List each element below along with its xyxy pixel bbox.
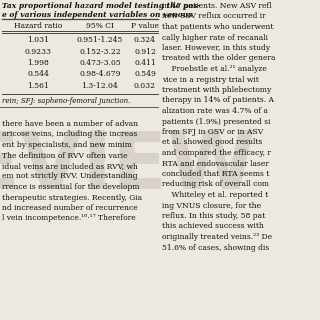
Text: therapy in 14% of patients. A: therapy in 14% of patients. A [162,97,274,105]
Text: new SSV reflux occurred ir: new SSV reflux occurred ir [162,12,266,20]
Text: treatment with phlebectomy: treatment with phlebectomy [162,86,271,94]
Text: e of various independent variables on venous: e of various independent variables on ve… [2,11,193,19]
Text: 0.9233: 0.9233 [25,47,52,55]
Text: alization rate was 4.7% of a: alization rate was 4.7% of a [162,107,268,115]
Text: ent by specialists, and new minim: ent by specialists, and new minim [2,141,132,149]
Text: and compared the efficacy, r: and compared the efficacy, r [162,149,271,157]
Text: RTA and endovascular laser: RTA and endovascular laser [162,159,269,167]
Text: reducing risk of overall com: reducing risk of overall com [162,180,269,188]
Text: 51.6% of cases, showing dis: 51.6% of cases, showing dis [162,244,269,252]
Text: 0.324: 0.324 [134,36,156,44]
Text: nd increased number of recurrence: nd increased number of recurrence [2,204,138,212]
Text: therapeutic strategies. Recently, Gia: therapeutic strategies. Recently, Gia [2,194,142,202]
Text: patients (1.9%) presented si: patients (1.9%) presented si [162,117,270,125]
Text: aricose veins, including the increas: aricose veins, including the increas [2,131,137,139]
Text: rrence is essential for the developm: rrence is essential for the developm [2,183,140,191]
Text: 0.411: 0.411 [134,59,156,67]
Text: 0.98-4.679: 0.98-4.679 [79,70,121,78]
Text: treated with the older genera: treated with the older genera [162,54,276,62]
Text: 1.998: 1.998 [27,59,49,67]
Text: em not strictly RVV. Understanding: em not strictly RVV. Understanding [2,172,138,180]
Text: 95% CI: 95% CI [86,22,114,30]
Text: from SFJ in GSV or in ASV: from SFJ in GSV or in ASV [162,128,263,136]
Text: this achieved success with: this achieved success with [162,222,264,230]
Text: reflux. In this study, 58 pat: reflux. In this study, 58 pat [162,212,265,220]
Text: 0.032: 0.032 [134,82,156,90]
Text: that patients who underwent: that patients who underwent [162,23,274,31]
Text: concluded that RTA seems t: concluded that RTA seems t [162,170,269,178]
Text: et al. showed good results: et al. showed good results [162,139,262,147]
Text: l vein incompetence.¹⁶·¹⁷ Therefore: l vein incompetence.¹⁶·¹⁷ Therefore [2,214,136,222]
Text: Tax proportional hazard model testing the pos-: Tax proportional hazard model testing th… [2,2,201,10]
Text: ing VNUS closure, for the: ing VNUS closure, for the [162,202,261,210]
Text: 1.031: 1.031 [27,36,49,44]
Text: 1.561: 1.561 [27,82,49,90]
Text: 0.544: 0.544 [27,70,49,78]
Text: originally treated veins.²³ De: originally treated veins.²³ De [162,233,272,241]
Text: laser. However, in this study: laser. However, in this study [162,44,270,52]
Text: Hazard ratio: Hazard ratio [14,22,62,30]
Text: P value: P value [131,22,159,30]
Text: 0.152-3.22: 0.152-3.22 [79,47,121,55]
Text: in 47 patients. New ASV refl: in 47 patients. New ASV refl [162,2,272,10]
Text: 1.3-12.04: 1.3-12.04 [82,82,118,90]
Text: REVIEW: REVIEW [0,128,256,206]
Text: The definition of RVV often varie: The definition of RVV often varie [2,151,128,159]
Text: Whiteley et al. reported t: Whiteley et al. reported t [162,191,268,199]
Text: there have been a number of advan: there have been a number of advan [2,120,138,128]
Text: rein; SFJ: sapheno-femoral junction.: rein; SFJ: sapheno-femoral junction. [2,97,130,105]
Text: 0.912: 0.912 [134,47,156,55]
Text: 0.951-1.245: 0.951-1.245 [77,36,123,44]
Text: 0.549: 0.549 [134,70,156,78]
Text: cally higher rate of recanali: cally higher rate of recanali [162,34,268,42]
Text: 0.473-3.05: 0.473-3.05 [79,59,121,67]
Text: Proebstle et al.²¹ analyze: Proebstle et al.²¹ analyze [162,65,267,73]
Text: vice in a registry trial wit: vice in a registry trial wit [162,76,259,84]
Text: idual veins are included as RVV, wh: idual veins are included as RVV, wh [2,162,138,170]
